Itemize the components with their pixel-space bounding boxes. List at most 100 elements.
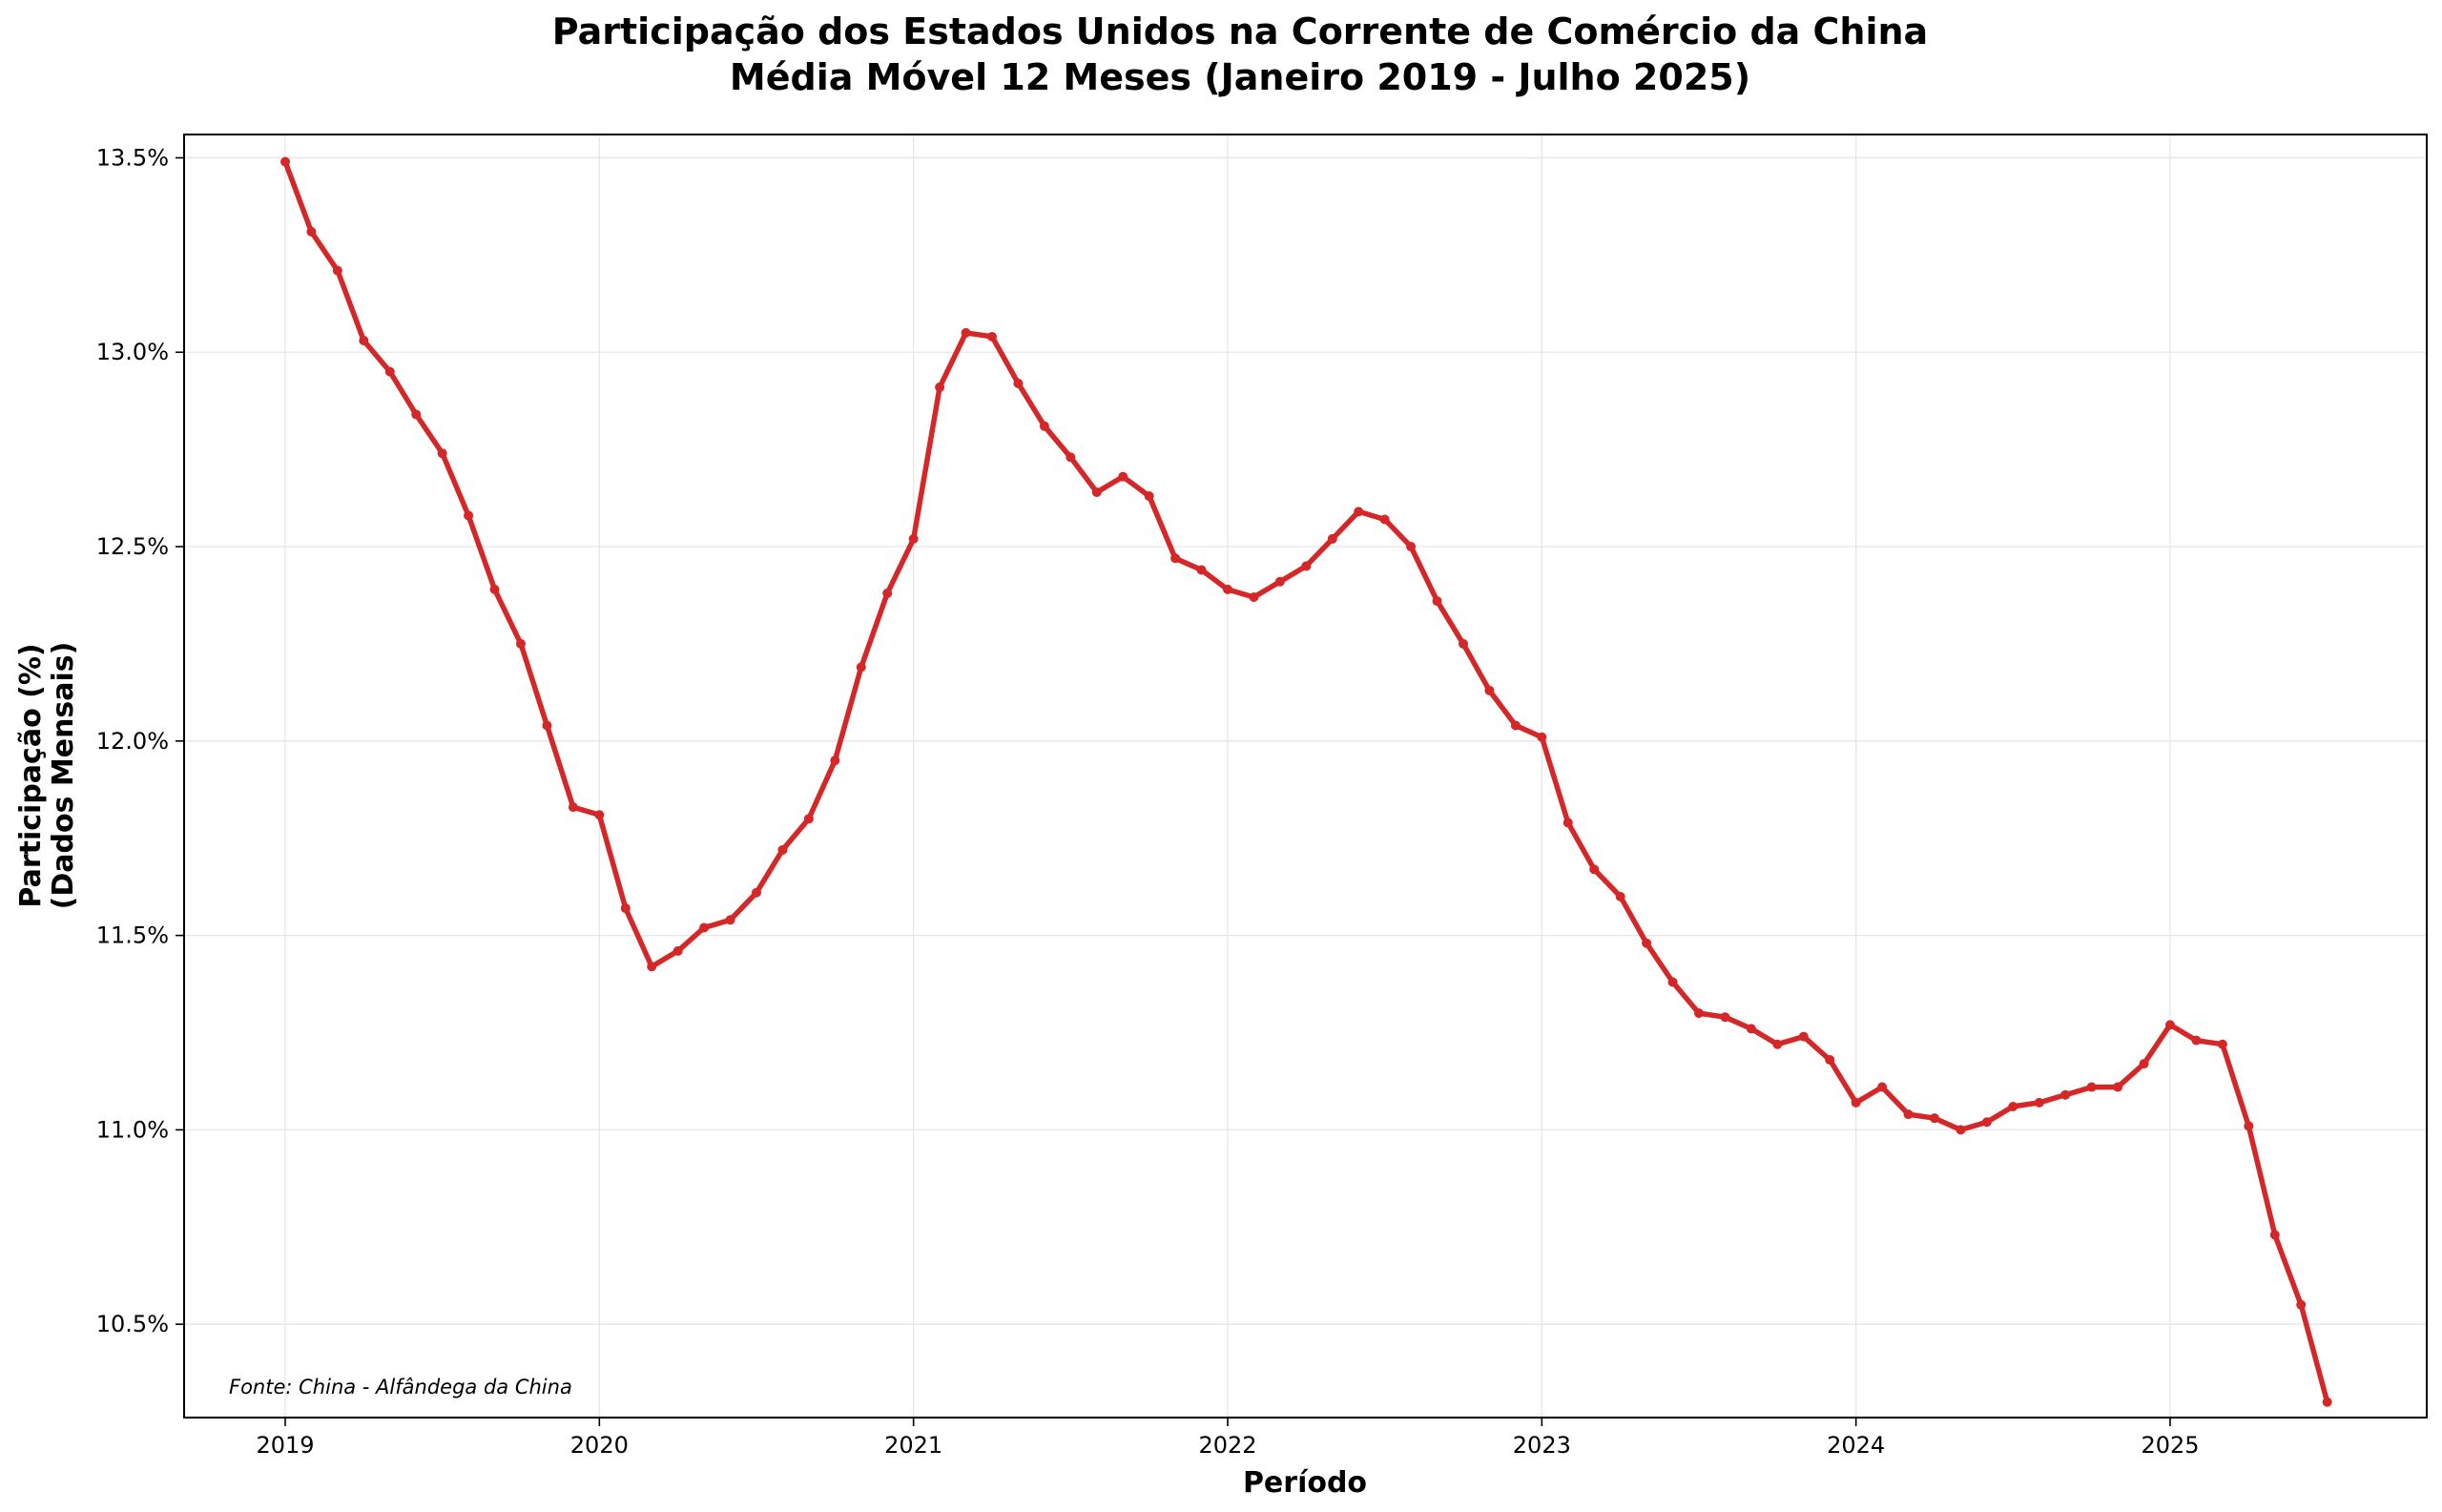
x-tick-label: 2021 (884, 1432, 942, 1459)
data-point (1432, 596, 1442, 607)
data-point (647, 962, 657, 972)
data-point (987, 331, 997, 342)
data-point (1066, 452, 1076, 463)
data-point (725, 915, 735, 925)
data-point (1720, 1012, 1730, 1023)
data-point (2165, 1020, 2175, 1030)
y-tick-label: 13.5% (96, 144, 169, 171)
data-point (882, 588, 893, 598)
data-point (384, 366, 395, 377)
data-point (1327, 533, 1337, 544)
data-point (359, 336, 369, 346)
series-line (282, 158, 2330, 1405)
y-tick-label: 12.5% (96, 533, 169, 560)
x-tick-label: 2024 (1827, 1432, 1885, 1459)
y-tick-label: 10.5% (96, 1311, 169, 1337)
y-axis-label: Participação (%) (Dados Mensais) (14, 642, 80, 910)
data-point (777, 844, 788, 855)
data-point (1118, 471, 1128, 482)
data-point (620, 903, 631, 914)
source-note: Fonte: China - Alfândega da China (229, 1376, 572, 1398)
data-point (1851, 1097, 1861, 1108)
data-point (280, 156, 290, 167)
data-point (2244, 1121, 2254, 1131)
x-tick-label: 2022 (1198, 1432, 1256, 1459)
plot-frame (183, 134, 2428, 1419)
data-point (1091, 487, 1102, 497)
series-us-share (280, 156, 2332, 1407)
data-point (673, 945, 683, 956)
data-point (2113, 1082, 2123, 1092)
data-point (332, 265, 342, 276)
data-point (1406, 542, 1417, 552)
data-point (1903, 1109, 1914, 1120)
data-point (803, 814, 814, 824)
data-point (1301, 561, 1312, 571)
data-point (1170, 553, 1181, 564)
y-axis: 10.5% 11.0% 11.5% 12.0% 12.5% 13.0% 13.5% (96, 144, 184, 1337)
data-point (1562, 818, 1573, 828)
data-point (568, 802, 578, 813)
data-point (1039, 421, 1049, 431)
grid-lines (184, 135, 2427, 1418)
x-axis: 2019 2020 2021 2022 2023 2024 2025 (256, 1418, 2200, 1459)
data-point (1694, 1008, 1704, 1019)
data-point (1615, 891, 1625, 901)
data-point (1484, 685, 1495, 695)
data-point (1981, 1117, 1992, 1128)
data-point (1537, 732, 1547, 742)
data-point (2086, 1082, 2097, 1092)
data-point (2060, 1089, 2071, 1100)
data-point (1930, 1113, 1939, 1124)
data-point (856, 662, 866, 673)
data-point (2322, 1397, 2332, 1407)
data-point (1223, 584, 1232, 594)
data-point (1196, 565, 1207, 575)
data-point (306, 226, 317, 237)
x-tick-label: 2025 (2141, 1432, 2199, 1459)
x-tick-label: 2019 (256, 1432, 314, 1459)
data-point (935, 382, 945, 392)
x-axis-label: Período (1243, 1466, 1367, 1500)
data-point (2269, 1230, 2280, 1240)
data-point (542, 720, 552, 731)
data-point (961, 327, 971, 338)
y-axis-label-line-1: Participação (%) (14, 643, 48, 907)
data-point (1144, 491, 1154, 502)
y-tick-label: 11.0% (96, 1116, 169, 1143)
data-point (1379, 514, 1390, 525)
data-point (1798, 1031, 1809, 1042)
data-point (908, 533, 919, 544)
data-point (2008, 1101, 2018, 1111)
data-point (1667, 977, 1678, 987)
data-point (1013, 378, 1024, 388)
y-tick-label: 13.0% (96, 339, 169, 365)
data-point (699, 922, 710, 933)
data-point (437, 448, 447, 459)
data-point (2034, 1097, 2044, 1108)
data-point (516, 638, 526, 649)
y-tick-label: 12.0% (96, 728, 169, 755)
x-tick-label: 2020 (570, 1432, 629, 1459)
data-point (2217, 1039, 2227, 1049)
data-point (830, 756, 840, 766)
data-point (1249, 592, 1259, 603)
data-point (1642, 938, 1652, 948)
data-point (1772, 1039, 1783, 1049)
data-point (1877, 1082, 1888, 1092)
x-tick-label: 2023 (1513, 1432, 1571, 1459)
data-point (2191, 1035, 2202, 1046)
chart-title-line-2: Média Móvel 12 Meses (Janeiro 2019 - Jul… (730, 56, 1750, 98)
data-point (489, 584, 500, 594)
data-point (2139, 1059, 2149, 1069)
data-point (752, 887, 761, 898)
y-axis-label-line-2: (Dados Mensais) (47, 642, 80, 910)
chart-title-line-1: Participação dos Estados Unidos na Corre… (552, 10, 1928, 52)
data-point (1746, 1024, 1756, 1034)
data-point (594, 810, 605, 820)
data-point (1825, 1055, 1835, 1066)
data-point (1956, 1125, 1966, 1135)
y-tick-label: 11.5% (96, 922, 169, 949)
data-point (1354, 507, 1364, 517)
